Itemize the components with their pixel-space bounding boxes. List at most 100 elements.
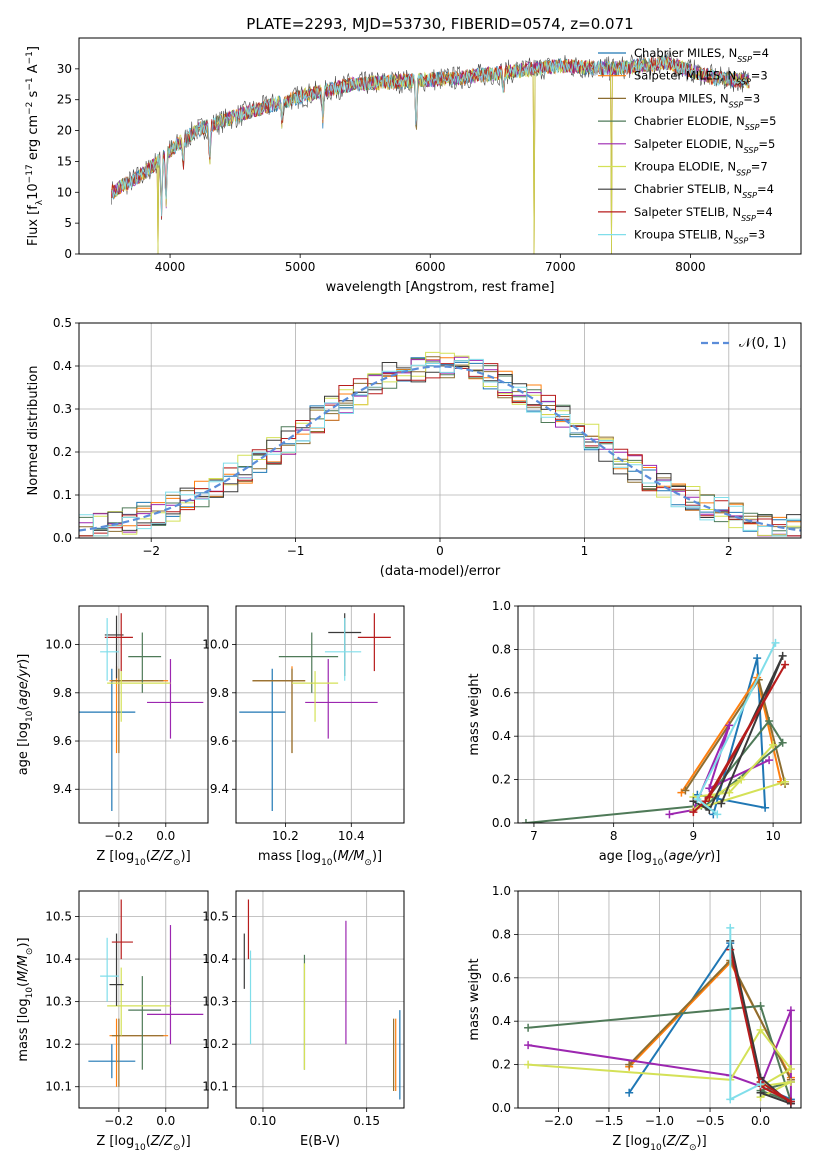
x-tick-label: 8 <box>610 829 618 843</box>
axes-frame <box>78 37 802 255</box>
y-tick-label: 0.3 <box>53 402 72 416</box>
x-tick-label: 2 <box>725 544 733 558</box>
x-tick-label: 0.10 <box>250 1114 277 1128</box>
y-tick-label: 10 <box>57 185 72 199</box>
y-tick-label: 10.2 <box>202 1037 229 1051</box>
y-tick-label: 9.8 <box>53 686 72 700</box>
x-tick-label: −0.2 <box>104 829 133 843</box>
y-tick-label: 9.6 <box>53 734 72 748</box>
y-tick-label: 0.4 <box>492 1014 511 1028</box>
y-tick-label: 10.3 <box>202 995 229 1009</box>
mass-vs-Z-panel: −0.2 0.0 10.1 10.2 10.3 10.4 10.5 <box>45 890 209 1128</box>
x-axis-label: age [log10(age/yr)] <box>599 849 721 868</box>
data-marker <box>781 660 790 669</box>
x-tick-label: 0.15 <box>353 1114 380 1128</box>
y-tick-label: 10.4 <box>45 952 72 966</box>
spectrum-model-line <box>111 57 750 254</box>
y-tick-label: 0.5 <box>53 316 72 330</box>
data-marker <box>689 808 698 817</box>
x-axis-label: (data-model)/error <box>380 564 501 579</box>
data-marker <box>756 1002 765 1011</box>
legend-entry: Chabrier STELIB, NSSP=4 <box>634 182 774 200</box>
x-tick-label: 7 <box>530 829 538 843</box>
mass-vs-EBV-plot-area <box>243 899 401 1100</box>
x-tick-label: −1.5 <box>594 1114 623 1128</box>
x-tick-label: −0.2 <box>104 1114 133 1128</box>
y-tick-label: 0.2 <box>492 1058 511 1072</box>
axes-frame <box>517 605 802 824</box>
x-tick-label: 5000 <box>285 260 316 274</box>
spectrum-model-line <box>111 55 750 217</box>
x-tick-label: −2.0 <box>544 1114 573 1128</box>
x-tick-label: −1 <box>287 544 305 558</box>
x-tick-label: 0.0 <box>156 1114 175 1128</box>
y-axis-label: mass [log10(M/M⊙)] <box>16 937 35 1061</box>
data-marker <box>625 1088 634 1097</box>
y-tick-label: 9.8 <box>210 686 229 700</box>
x-tick-label: 1 <box>581 544 589 558</box>
mass-vs-Z-plot-area <box>88 899 204 1087</box>
spectrum-plot-area <box>111 52 750 254</box>
y-tick-label: 0.2 <box>492 773 511 787</box>
spectrum-legend: Chabrier MILES, NSSP=4 Salpeter MILES, NS… <box>598 46 776 245</box>
mass-weight-series <box>697 657 767 815</box>
residual-histogram-panel: −2 −1 0 1 2 0.0 0.1 0.2 0.3 0.4 0.5 𝒩(0, 1) <box>53 316 802 558</box>
axes-frame <box>235 890 405 1109</box>
data-marker <box>713 810 722 819</box>
y-tick-label: 0.4 <box>53 359 72 373</box>
y-tick-label: 10.3 <box>45 995 72 1009</box>
data-marker <box>625 1060 634 1069</box>
y-tick-label: 10.5 <box>45 910 72 924</box>
y-tick-label: 0.0 <box>492 1101 511 1115</box>
data-marker <box>756 1025 765 1034</box>
y-tick-label: 0.2 <box>53 445 72 459</box>
data-marker <box>769 740 778 749</box>
x-axis-label: Z [log10(Z/Z⊙)] <box>612 1134 706 1153</box>
y-axis-label: mass weight <box>467 673 482 755</box>
x-axis-label: Z [log10(Z/Z⊙)] <box>96 849 190 868</box>
y-axis-label: age [log10(age/yr)] <box>16 654 35 776</box>
spectrum-model-line <box>111 55 750 254</box>
x-tick-label: 0 <box>436 544 444 558</box>
x-tick-label: −1.0 <box>645 1114 674 1128</box>
mass-weight-series <box>692 664 786 813</box>
data-marker <box>524 1060 533 1069</box>
axes-frame <box>78 322 802 539</box>
data-marker <box>778 738 787 747</box>
data-marker <box>786 1064 795 1073</box>
y-tick-label: 0.6 <box>492 686 511 700</box>
data-marker <box>524 1023 533 1032</box>
data-marker <box>765 717 774 726</box>
data-marker <box>786 1006 795 1015</box>
residual-histogram-plot-area <box>79 351 801 537</box>
data-marker <box>705 792 714 801</box>
y-tick-label: 1.0 <box>492 884 511 898</box>
data-marker <box>524 1041 533 1050</box>
data-marker <box>726 923 735 932</box>
age-vs-Z-plot-area <box>79 613 204 811</box>
data-marker <box>786 1097 795 1106</box>
y-tick-label: 9.4 <box>53 782 72 796</box>
x-tick-label: 0.0 <box>751 1114 770 1128</box>
mass-vs-EBV-panel: 0.10 0.15 10.1 10.2 10.3 10.4 10.5 <box>202 890 405 1128</box>
x-tick-label: 10.4 <box>338 829 365 843</box>
y-tick-label: 10.2 <box>45 1037 72 1051</box>
age-vs-mass-panel: 10.2 10.4 9.4 9.6 9.8 10.0 <box>202 605 405 843</box>
y-tick-label: 1.0 <box>492 599 511 613</box>
weight-vs-Z-plot-area <box>524 923 795 1108</box>
y-tick-label: 10.1 <box>45 1080 72 1094</box>
y-tick-label: 0.0 <box>53 531 72 545</box>
legend-entry: Kroupa STELIB, NSSP=3 <box>634 228 765 246</box>
data-marker <box>693 795 702 804</box>
x-axis-label: Z [log10(Z/Z⊙)] <box>96 1134 190 1153</box>
data-marker <box>737 775 746 784</box>
data-marker <box>778 651 787 660</box>
data-marker <box>681 786 690 795</box>
legend-entry: Salpeter STELIB, NSSP=4 <box>634 205 773 223</box>
weight-vs-age-panel: 7 8 9 10 0.0 0.2 0.4 0.6 0.8 1.0 <box>492 599 802 843</box>
data-marker <box>521 819 530 823</box>
gaussian-reference-curve <box>79 365 801 532</box>
spectrum-panel: 4000 5000 6000 7000 8000 0 5 10 15 20 25 30 Chabrier… <box>57 37 802 274</box>
x-tick-label: 0.0 <box>156 829 175 843</box>
